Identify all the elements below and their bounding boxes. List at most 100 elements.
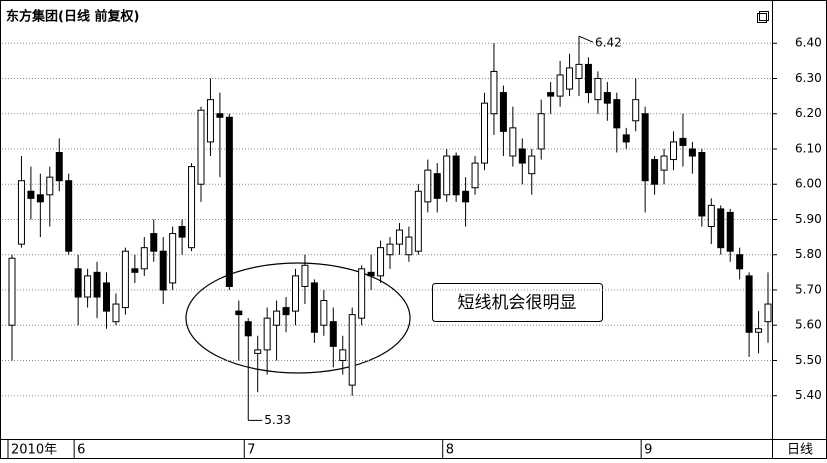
candle-body	[301, 264, 309, 287]
candle-body	[651, 159, 659, 185]
x-tick-label: 6	[77, 443, 85, 458]
window-icon[interactable]	[757, 13, 767, 23]
candle-body	[414, 190, 422, 252]
candle-body	[273, 310, 281, 326]
candle-body	[367, 271, 375, 277]
candle-body	[679, 137, 687, 146]
candle-body	[235, 310, 243, 316]
candle-body	[310, 282, 318, 333]
y-tick-label: 5.60	[795, 318, 822, 332]
window-icon[interactable]	[759, 11, 769, 21]
callout-text: 短线机会很明显	[458, 293, 577, 313]
candle-body	[140, 247, 148, 270]
candle-body	[46, 176, 54, 196]
chart-title: 东方集团(日线 前复权)	[6, 9, 139, 25]
highlight-ellipse	[185, 262, 411, 374]
candle-body	[499, 92, 507, 132]
x-tick-label: 2010年	[11, 443, 57, 458]
candle-body	[547, 92, 555, 97]
candle-body	[509, 127, 517, 157]
candle-body	[755, 328, 763, 333]
y-tick-label: 6.30	[795, 71, 822, 85]
candle-body	[632, 99, 640, 122]
candle-body	[320, 300, 328, 326]
y-tick-label: 5.70	[795, 282, 822, 296]
y-tick-label: 6.40	[795, 36, 822, 50]
candle-body	[65, 180, 73, 252]
candle-body	[159, 250, 167, 291]
candle-body	[528, 155, 536, 175]
candle-body	[292, 275, 299, 312]
candle-body	[93, 271, 101, 298]
candle-body	[55, 152, 63, 182]
candle-body	[745, 275, 753, 333]
max-label: 6.42	[595, 36, 622, 50]
candle-body	[358, 268, 366, 319]
candle-body	[707, 204, 715, 228]
candle-body	[575, 63, 583, 79]
candle-body	[660, 155, 668, 171]
candle-body	[244, 321, 252, 337]
candle-body	[622, 134, 630, 143]
y-tick-label: 6.10	[795, 141, 822, 155]
candle-body	[377, 247, 385, 277]
candle-body	[329, 321, 337, 347]
candle-body	[688, 148, 696, 157]
candle-body	[197, 109, 205, 185]
candle-body	[471, 162, 479, 189]
candle-body	[481, 102, 488, 164]
candle-body	[594, 77, 602, 101]
candle-body	[121, 250, 129, 309]
candle-body	[736, 254, 744, 270]
candle-body	[584, 63, 592, 94]
x-tick-label: 8	[446, 443, 454, 458]
candle-body	[112, 303, 120, 323]
callout-box	[432, 283, 603, 322]
candle-body	[282, 307, 290, 316]
candle-body	[698, 152, 706, 217]
candle-body	[395, 229, 403, 245]
candle-body	[17, 180, 25, 245]
candle-body	[556, 74, 564, 97]
candle-body	[443, 155, 451, 196]
y-tick-label: 6.00	[795, 177, 822, 191]
candle-body	[225, 116, 233, 287]
min-label: 5.33	[264, 413, 291, 427]
candle-body	[216, 113, 224, 118]
candle-body	[726, 211, 734, 252]
candle-body	[490, 70, 498, 115]
candle-body	[386, 243, 394, 256]
x-tick-label: 9	[644, 443, 652, 458]
max-pointer	[578, 35, 594, 43]
candle-body	[8, 257, 16, 326]
candle-body	[424, 169, 432, 203]
candle-body	[452, 155, 460, 196]
y-tick-label: 5.40	[795, 388, 822, 402]
y-tick-label: 6.20	[795, 106, 822, 120]
candle-body	[188, 166, 196, 249]
candle-body	[339, 349, 347, 361]
candle-body	[566, 67, 574, 90]
candle-body	[641, 113, 649, 182]
candle-body	[433, 173, 441, 199]
candle-body	[254, 349, 262, 354]
candle-body	[150, 233, 158, 252]
candle-body	[603, 92, 611, 104]
candle-body	[717, 208, 725, 249]
candle-body	[131, 268, 139, 273]
candle-body	[263, 317, 271, 351]
candle-body	[27, 190, 35, 199]
candle-body	[764, 303, 772, 323]
candle-body	[537, 113, 545, 150]
x-tick-label: 7	[247, 443, 255, 458]
candle-body	[84, 275, 92, 298]
candle-body	[518, 148, 526, 164]
candle-body	[348, 314, 356, 386]
candle-body	[74, 268, 82, 298]
candle-body	[169, 233, 177, 284]
candle-body	[405, 236, 413, 256]
y-tick-label: 5.50	[795, 353, 822, 367]
y-tick-label: 5.80	[795, 247, 822, 261]
